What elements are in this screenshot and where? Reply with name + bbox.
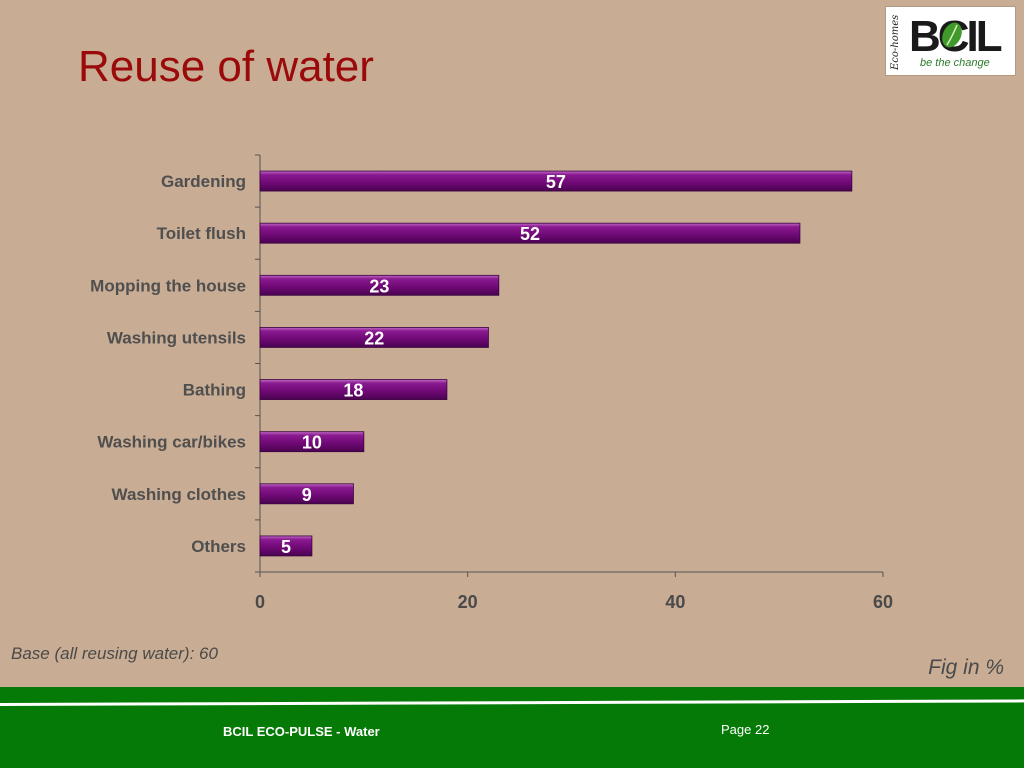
category-label: Bathing: [183, 381, 246, 400]
bar: [259, 222, 801, 244]
category-label: Mopping the house: [90, 276, 246, 295]
bar: [259, 170, 853, 192]
leaf-vein-icon: [946, 24, 958, 46]
page-number: Page 22: [721, 722, 770, 737]
x-tick-label: 40: [665, 592, 685, 612]
footer-bar: [0, 687, 1024, 768]
bar: [259, 274, 500, 296]
data-label: 23: [369, 276, 389, 296]
x-tick-label: 60: [873, 592, 893, 612]
data-label: 18: [343, 381, 363, 401]
base-footnote: Base (all reusing water): 60: [11, 644, 218, 663]
category-label: Washing car/bikes: [97, 433, 246, 452]
data-label: 9: [302, 485, 312, 505]
bar-chart: 0 20 40 60 Gardening 57 Toilet flush 52 Mopping …: [90, 154, 893, 612]
category-label: Toilet flush: [157, 224, 246, 243]
data-label: 52: [520, 224, 540, 244]
unit-note: Fig in %: [928, 656, 1004, 679]
category-label: Gardening: [161, 172, 246, 191]
bar: [259, 431, 365, 453]
footer-title: BCIL ECO-PULSE - Water: [223, 724, 380, 739]
bcil-logo: Eco-homes BCIL be the change: [885, 6, 1016, 76]
category-label: Washing utensils: [107, 328, 246, 347]
bar: [259, 535, 313, 557]
x-tick-label: 0: [255, 592, 265, 612]
data-label: 5: [281, 537, 291, 557]
slide-title: Reuse of water: [78, 42, 374, 91]
data-label: 22: [364, 328, 384, 348]
bar: [259, 483, 354, 505]
bar: [259, 327, 489, 348]
logo-wordmark: BCIL: [909, 12, 1005, 57]
bar: [259, 379, 448, 400]
data-label: 10: [302, 433, 322, 453]
logo-tagline: be the change: [920, 57, 990, 69]
category-label: Others: [191, 537, 246, 556]
category-label: Washing clothes: [112, 485, 246, 504]
data-label: 57: [546, 172, 566, 192]
x-tick-label: 20: [458, 592, 478, 612]
